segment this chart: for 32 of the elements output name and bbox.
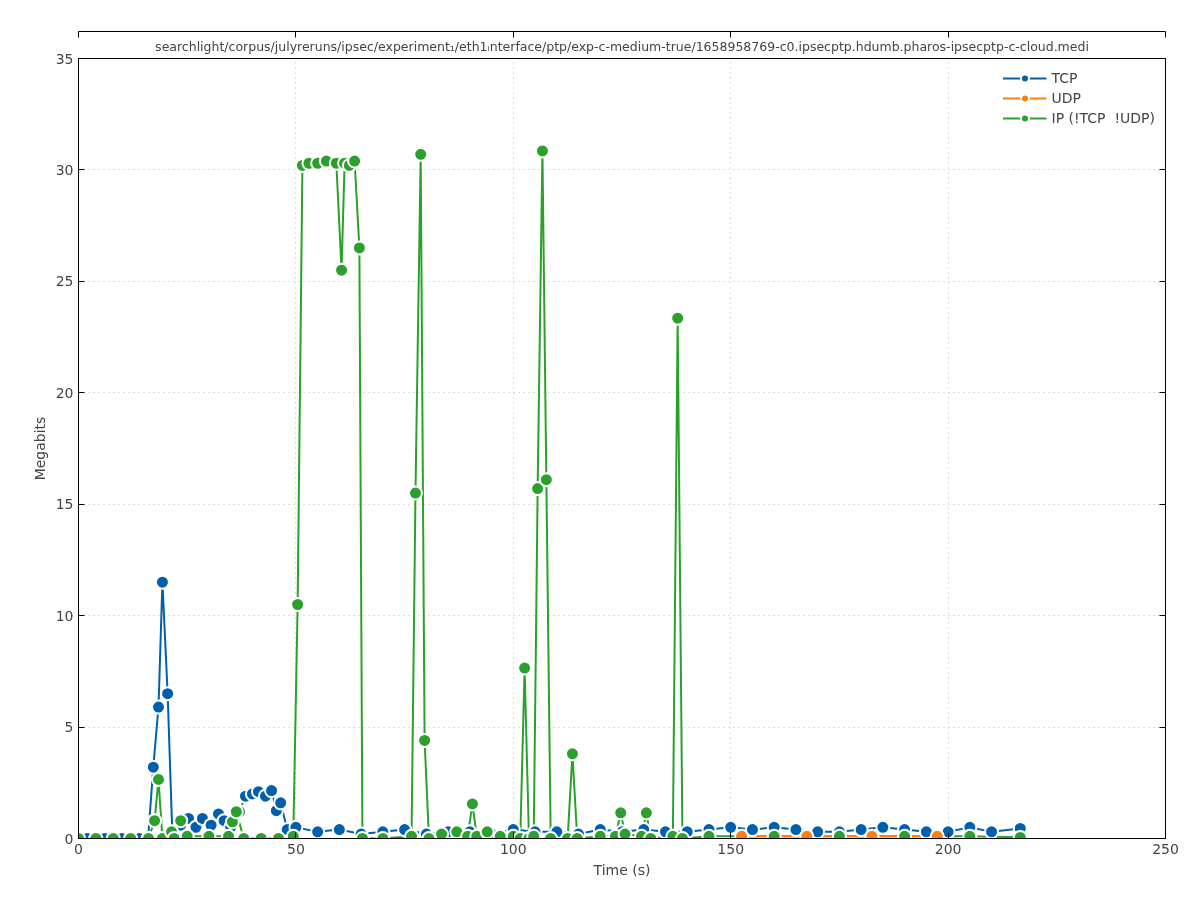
point [810, 824, 826, 839]
y-axis-title: Megabits [31, 416, 48, 481]
point [151, 699, 166, 715]
point [788, 822, 804, 838]
point [918, 824, 934, 839]
point [310, 824, 326, 839]
x-tick-label: 50 [286, 840, 305, 857]
point [875, 819, 891, 835]
point [744, 822, 760, 838]
legend-label: TCP [1051, 70, 1078, 86]
y-tick-label: 10 [55, 607, 74, 624]
chart-title: searchlight/corpus/julyreruns/ipsec/experiment₁/eth1ᵢnterface/ptp/exp-c-medium-true/1658958769-c0.ipsecptp.hdumb.pharos-ipsecptp-c-cloud.medi [155, 38, 1089, 54]
point [723, 819, 739, 835]
y-tick-label: 20 [55, 384, 74, 401]
y-tick-label: 30 [55, 161, 74, 178]
point [273, 795, 289, 811]
y-tick-label: 5 [64, 719, 74, 736]
point [984, 824, 1000, 839]
y-tick-label: 15 [55, 496, 74, 513]
y-tick-label: 35 [55, 50, 74, 67]
legend-label: IP (!TCP !UDP) [1051, 110, 1155, 126]
x-tick-label: 150 [717, 840, 745, 857]
y-tick-label: 25 [55, 273, 74, 290]
point [145, 759, 161, 775]
legend-label: UDP [1051, 90, 1081, 106]
x-tick-label: 250 [1152, 840, 1179, 857]
x-axis-title: Time (s) [592, 861, 651, 878]
point [160, 686, 176, 702]
x-tick-label: 200 [934, 840, 962, 857]
x-tick-label: 100 [499, 840, 527, 857]
point [154, 574, 170, 590]
point [853, 822, 869, 838]
